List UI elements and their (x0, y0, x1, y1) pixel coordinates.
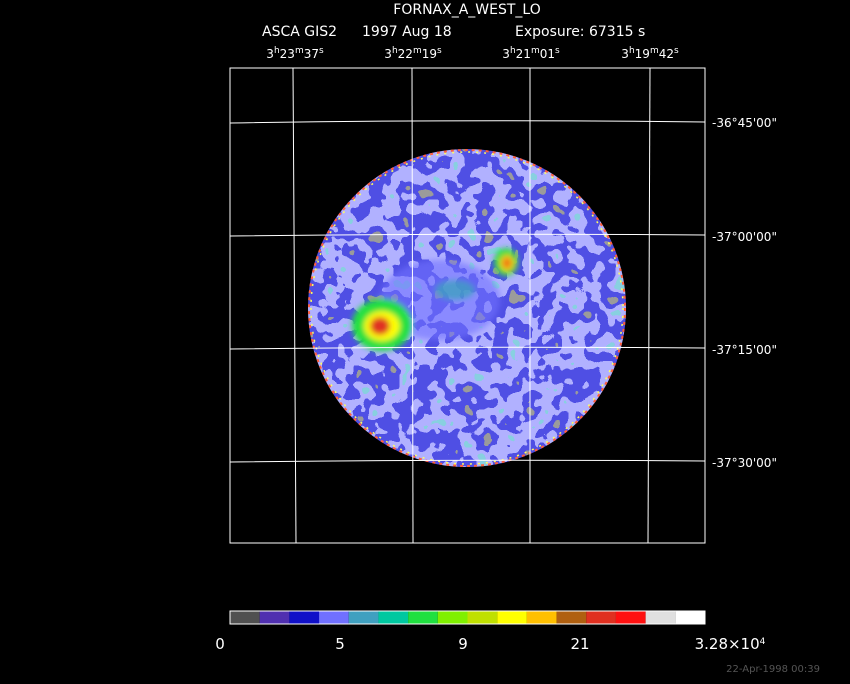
label: 3h19m42s (621, 46, 679, 61)
superscript: s (674, 46, 679, 56)
label-part: 01 (540, 47, 555, 61)
label-part: 21 (570, 635, 589, 653)
label: 9 (458, 635, 468, 653)
colorbar-swatch (615, 611, 646, 624)
label-part: 3 (502, 47, 510, 61)
label: 0 (215, 635, 225, 653)
plot-frame (229, 67, 706, 544)
label: 3.28×104 (695, 635, 766, 653)
dec-labels: -36°45'00" -37°00'00" -37°15'00" -37°30'00" (712, 116, 777, 470)
label-part: 19 (422, 47, 437, 61)
colorbar-swatch (645, 611, 676, 624)
colorbar-swatch (437, 611, 468, 624)
colorbar-swatch (675, 611, 705, 624)
superscript: h (510, 46, 516, 56)
label-part: 3.28×10 (695, 635, 760, 653)
dec-grid-line (229, 459, 706, 463)
label: 5 (335, 635, 345, 653)
label-part: 3 (621, 47, 629, 61)
label-part: 19 (635, 47, 650, 61)
colorbar-swatch (467, 611, 498, 624)
superscript: s (555, 46, 560, 56)
superscript: h (274, 46, 280, 56)
colorbar-swatch (230, 611, 260, 624)
label-part: 21 (516, 47, 531, 61)
label-part: 42 (659, 47, 674, 61)
dec-label: -37°00'00" (712, 230, 777, 244)
ra-grid-line (647, 67, 651, 544)
superscript: s (319, 46, 324, 56)
ra-grid-line (292, 67, 297, 544)
superscript: h (392, 46, 398, 56)
label: 3h21m01s (502, 46, 560, 61)
superscript: m (413, 46, 422, 56)
label: 3h22m19s (384, 46, 442, 61)
dec-grid-line (229, 233, 706, 237)
label-part: 37 (304, 47, 319, 61)
dec-grid-line (229, 120, 706, 124)
colorbar-swatch (378, 611, 409, 624)
instrument: ASCA GIS2 (262, 24, 337, 40)
detector-rim-inner (310, 151, 624, 465)
colorbar-swatch (586, 611, 616, 624)
xray-image (308, 149, 626, 467)
colorbar-swatch (526, 611, 557, 624)
colorbar-swatch (319, 611, 349, 624)
label-part: 5 (335, 635, 345, 653)
superscript: m (531, 46, 540, 56)
colorbar-frame (229, 610, 706, 625)
colorbar-swatch (348, 611, 379, 624)
dec-grid-line (229, 346, 706, 350)
label: 3h23m37s (266, 46, 324, 61)
detector-rim (308, 149, 626, 467)
superscript: m (650, 46, 659, 56)
dec-label: -37°15'00" (712, 343, 777, 357)
superscript: m (295, 46, 304, 56)
ra-grid-line (411, 67, 414, 544)
footer-date: 22-Apr-1998 00:39 (726, 664, 820, 675)
label: 21 (570, 635, 589, 653)
label-part: 23 (280, 47, 295, 61)
colorbar-swatch (259, 611, 290, 624)
colorbar: 0 5 9 21 3.28×104 (215, 610, 766, 653)
dec-label: -36°45'00" (712, 116, 777, 130)
superscript: h (629, 46, 635, 56)
superscript: s (437, 46, 442, 56)
superscript: 4 (760, 637, 766, 647)
date: 1997 Aug 18 (362, 24, 452, 40)
exposure: Exposure: 67315 s (515, 24, 645, 40)
label-part: 9 (458, 635, 468, 653)
label-part: 3 (266, 47, 274, 61)
colorbar-swatch (497, 611, 527, 624)
colorbar-swatch (408, 611, 438, 624)
colorbar-swatch (556, 611, 587, 624)
coordinate-grid (229, 67, 706, 544)
label-part: 3 (384, 47, 392, 61)
ra-labels: 3h23m37s 3h22m19s 3h21m01s 3h19m42s (266, 46, 679, 61)
label-part: 22 (398, 47, 413, 61)
label-part: 0 (215, 635, 225, 653)
title: FORNAX_A_WEST_LO (393, 2, 540, 18)
dec-label: -37°30'00" (712, 456, 777, 470)
colorbar-swatch (289, 611, 320, 624)
